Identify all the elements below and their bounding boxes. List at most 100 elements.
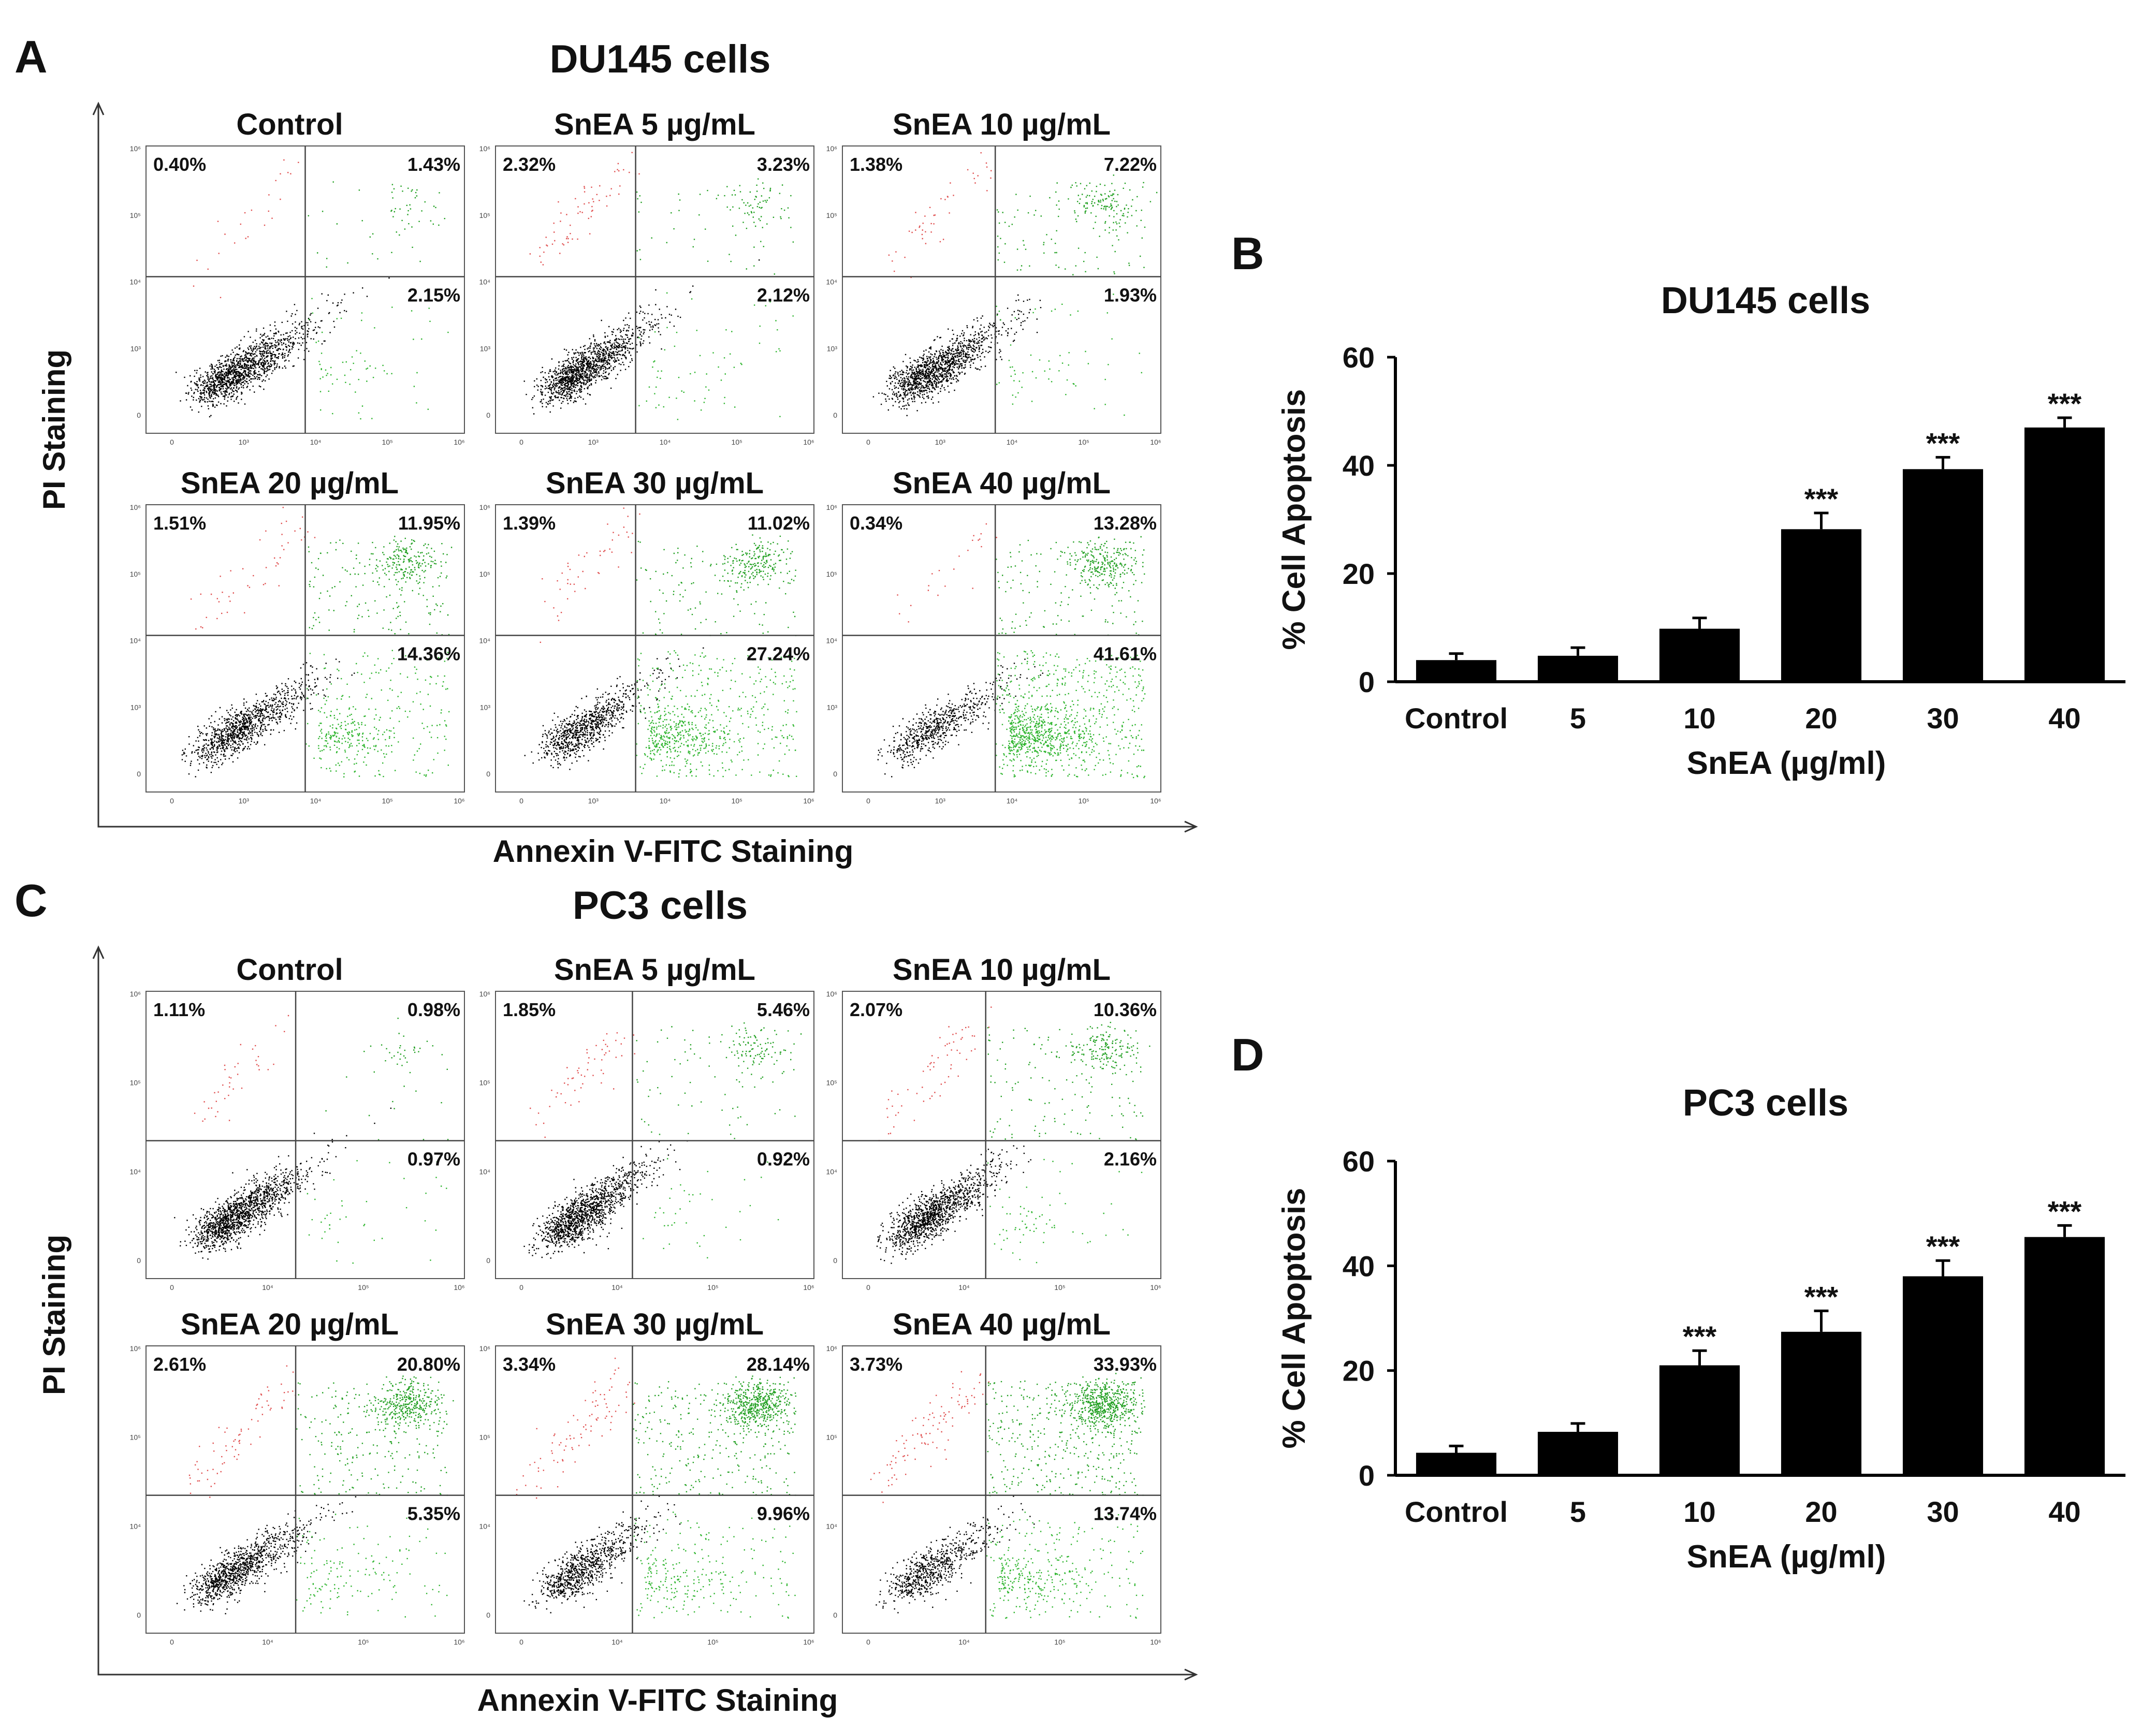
- bar-y-axis-label: % Cell Apoptosis: [1276, 1187, 1312, 1448]
- viable-cells: [523, 259, 760, 415]
- dot-plot-title: Control: [236, 108, 343, 141]
- quadrant-upper-right-pct: 0.98%: [407, 999, 460, 1020]
- dot-plot-frame: [145, 991, 465, 1279]
- x-tick-label: 10⁵: [732, 438, 742, 446]
- y-tick-label: 10⁵: [130, 211, 141, 219]
- y-tick-label: 10⁶: [130, 503, 141, 511]
- y-tick-label: 10⁶: [826, 503, 837, 511]
- y-tick-label: 10⁴: [826, 637, 837, 645]
- panel-c-xlabel: Annexin V-FITC Staining: [477, 1683, 838, 1718]
- bar: [1416, 660, 1497, 682]
- y-tick-label: 10⁴: [129, 1522, 141, 1530]
- y-tick-label: 0: [833, 1256, 837, 1265]
- x-tick-label: 10³: [588, 438, 599, 446]
- x-tick-label: 30: [1927, 702, 1959, 735]
- x-tick-label: 10⁴: [1007, 797, 1018, 805]
- dot-plot-title: SnEA 30 µg/mL: [546, 1308, 764, 1341]
- bar-chart-title: DU145 cells: [1661, 280, 1870, 321]
- dot-plot: SnEA 5 µg/mL 2.32% 3.23% 2.12% 0 0 10³ 10³ 10⁴ 10…: [479, 108, 814, 446]
- x-tick-label: 10⁴: [660, 797, 671, 805]
- early-apoptotic-cells: [986, 1512, 1143, 1619]
- x-tick-label: 10³: [239, 797, 250, 805]
- y-tick-label: 10³: [130, 703, 141, 711]
- bar-chart-b: DU145 cells 0 20 40 60 Control 5 10 *** 20 *** 30 **…: [1276, 280, 2125, 781]
- viable-cells: [174, 1107, 392, 1260]
- bar: [1781, 529, 1862, 682]
- significance-marker: ***: [2048, 387, 2082, 420]
- dot-cloud: [524, 507, 797, 778]
- y-tick-label: 10⁵: [479, 1079, 490, 1087]
- x-tick-label: 10⁵: [707, 1638, 718, 1646]
- y-tick-label: 0: [833, 411, 837, 419]
- bar: [1537, 655, 1619, 682]
- viable-cells: [872, 294, 1042, 416]
- panel-letter-c: C: [14, 875, 48, 926]
- significance-marker: ***: [1804, 1280, 1839, 1313]
- dot-plot: SnEA 5 µg/mL 1.85% 5.46% 0.92% 0 0 10⁴ 10⁴ 10⁵ 10…: [479, 953, 814, 1292]
- x-tick-label: 40: [2048, 702, 2080, 735]
- y-tick-label: 10⁵: [826, 1433, 837, 1442]
- x-tick-label: 10⁴: [310, 797, 322, 805]
- x-tick-label: 10³: [239, 438, 250, 446]
- bar: [1537, 1432, 1619, 1475]
- quadrant-upper-left-pct: 1.38%: [850, 154, 902, 175]
- dot-plot-title: SnEA 5 µg/mL: [554, 953, 755, 987]
- y-tick-label: 10⁵: [130, 570, 141, 578]
- x-tick-label: Control: [1405, 1495, 1508, 1528]
- y-tick-label: 20: [1343, 1355, 1375, 1387]
- y-tick-label: 0: [486, 1611, 490, 1619]
- y-tick-label: 0: [1359, 666, 1375, 698]
- quadrant-upper-right-pct: 5.46%: [757, 999, 810, 1020]
- dot-plot: SnEA 40 µg/mL 0.34% 13.28% 41.61% 0 0 10³ 10³ 10…: [826, 466, 1161, 805]
- quadrant-upper-left-pct: 0.40%: [153, 154, 206, 175]
- y-tick-label: 0: [486, 770, 490, 778]
- quadrant-upper-left-pct: 1.85%: [503, 999, 556, 1020]
- quadrant-upper-right-pct: 1.43%: [407, 154, 460, 175]
- y-tick-label: 10⁴: [826, 278, 837, 286]
- y-tick-label: 10⁵: [479, 211, 490, 219]
- dot-plot: SnEA 10 µg/mL 2.07% 10.36% 2.16% 0 0 10⁴ 10⁴ 10⁵…: [826, 953, 1161, 1292]
- viable-cells: [876, 1145, 1031, 1264]
- dot-cloud: [176, 1365, 454, 1618]
- y-tick-label: 10⁵: [826, 1079, 837, 1087]
- x-tick-label: 10⁴: [611, 1638, 623, 1646]
- y-tick-label: 40: [1343, 449, 1375, 482]
- quadrant-lower-right-pct: 41.61%: [1094, 643, 1157, 665]
- x-tick-label: 10⁵: [358, 1638, 369, 1646]
- x-tick-label: 10⁴: [262, 1638, 273, 1646]
- x-tick-label: 10⁵: [1054, 1283, 1065, 1292]
- bar: [1781, 1331, 1862, 1475]
- y-tick-label: 10⁶: [130, 1344, 141, 1353]
- quadrant-upper-right-pct: 13.28%: [1094, 512, 1157, 534]
- x-tick-label: 10³: [935, 438, 946, 446]
- panel-letter-a: A: [14, 31, 48, 82]
- quadrant-lower-right-pct: 5.35%: [407, 1503, 460, 1524]
- x-tick-label: 0: [170, 797, 174, 805]
- y-tick-label: 10⁶: [479, 990, 490, 998]
- dot-plot: SnEA 30 µg/mL 3.34% 28.14% 9.96% 0 0 10⁴ 10⁴ 10⁵…: [479, 1308, 814, 1646]
- necrotic-cells: [870, 1371, 989, 1503]
- bar-x-axis-label: SnEA (µg/ml): [1687, 745, 1886, 781]
- x-tick-label: 10⁵: [732, 797, 742, 805]
- quadrant-lower-right-pct: 0.97%: [407, 1149, 460, 1170]
- x-tick-label: 40: [2048, 1495, 2080, 1528]
- dot-cloud: [876, 1006, 1150, 1264]
- outer-axes: [97, 104, 1196, 828]
- panel-c-ylabel: PI Staining: [37, 1235, 71, 1395]
- dot-cloud: [523, 1022, 802, 1259]
- quadrant-lower-right-pct: 13.74%: [1094, 1503, 1157, 1524]
- x-tick-label: 10⁵: [1054, 1638, 1065, 1646]
- y-tick-label: 10³: [130, 344, 141, 353]
- dot-plot-frame: [145, 1345, 465, 1634]
- x-tick-label: 10⁶: [454, 1638, 464, 1646]
- x-tick-label: 10⁶: [1150, 797, 1161, 805]
- x-tick-label: 10⁴: [1007, 438, 1018, 446]
- x-tick-label: 0: [866, 1283, 870, 1292]
- dot-plot-frame: [495, 991, 814, 1279]
- y-tick-label: 10⁵: [479, 1433, 490, 1442]
- dot-plot-frame: [842, 145, 1161, 434]
- y-arrowhead: [92, 101, 105, 115]
- quadrant-upper-left-pct: 1.39%: [503, 512, 556, 534]
- y-tick-label: 0: [1359, 1459, 1375, 1492]
